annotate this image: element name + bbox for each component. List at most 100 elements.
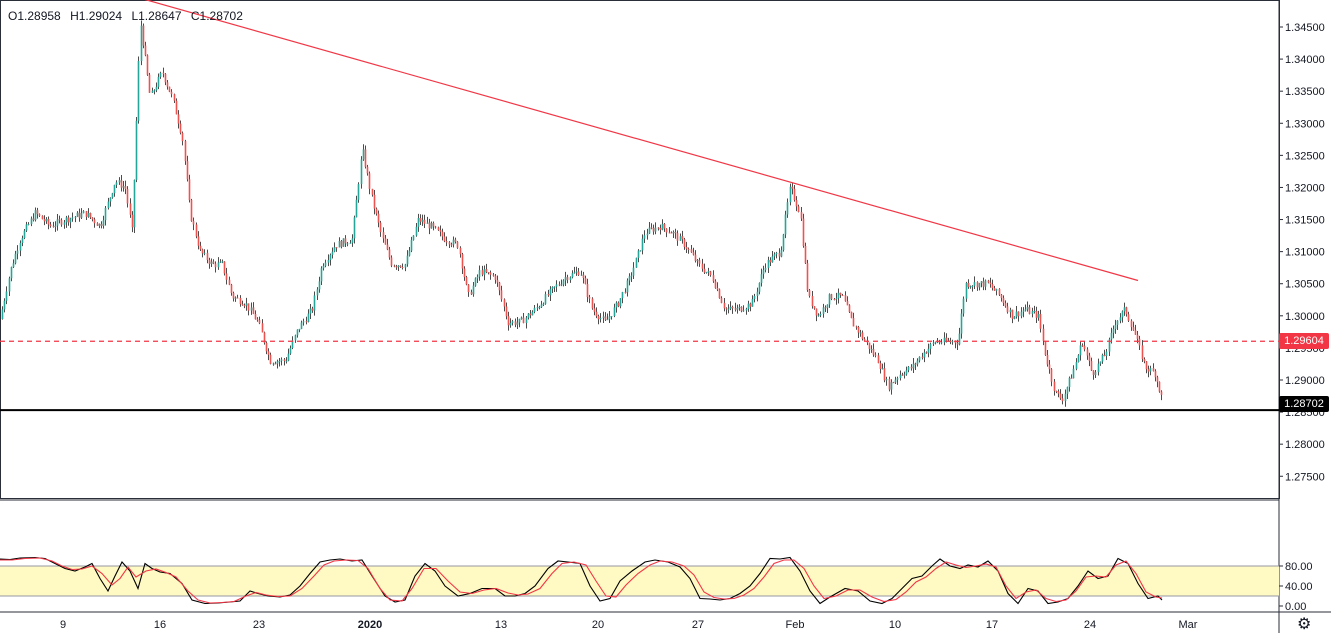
- candle-body: [100, 223, 103, 226]
- candle-body: [934, 342, 937, 344]
- candle-body: [276, 361, 279, 364]
- candle-body: [316, 289, 319, 296]
- candle-body: [837, 292, 840, 299]
- candle-body: [778, 252, 781, 257]
- candle-body: [448, 242, 451, 245]
- candle-body: [434, 226, 437, 228]
- candle-body: [945, 337, 948, 341]
- gear-icon[interactable]: ⚙: [1297, 616, 1312, 633]
- candle-body: [406, 255, 409, 265]
- candle-body: [786, 202, 789, 215]
- candle-body: [560, 284, 563, 286]
- candle-body: [804, 245, 807, 264]
- time-tick-label: 9: [60, 619, 66, 631]
- candle-body: [654, 227, 657, 232]
- candle-body: [676, 233, 679, 241]
- candle-body: [1046, 354, 1049, 365]
- candle-body: [602, 316, 605, 318]
- candle-body: [140, 25, 143, 62]
- candle-body: [124, 186, 127, 190]
- candle-body: [309, 308, 312, 314]
- candle-body: [1061, 398, 1064, 402]
- candle-body: [575, 271, 578, 273]
- candle-body: [742, 310, 745, 312]
- candle-body: [558, 284, 561, 286]
- candle-body: [157, 76, 160, 87]
- candle-body: [775, 252, 778, 255]
- candle-body: [71, 217, 74, 219]
- candle-body: [1154, 371, 1157, 378]
- stoch-tick-label: 80.00: [1285, 561, 1313, 573]
- candle-body: [709, 271, 712, 276]
- candle-body: [423, 219, 426, 224]
- candle-body: [126, 189, 129, 204]
- candle-body: [745, 308, 748, 311]
- candle-body: [569, 277, 572, 281]
- candle-body: [674, 231, 677, 234]
- candle-body: [584, 278, 587, 285]
- candle-body: [1081, 345, 1084, 347]
- candle-body: [881, 368, 884, 370]
- candle-body: [412, 235, 415, 240]
- ohlc-high: H1.29024: [70, 9, 123, 23]
- candle-body: [582, 274, 585, 279]
- price-tick-label: 1.32500: [1285, 150, 1325, 162]
- candle-body: [38, 214, 41, 216]
- candle-body: [102, 220, 105, 226]
- candle-body: [291, 340, 294, 348]
- candle-body: [1112, 328, 1115, 333]
- candle-body: [690, 249, 693, 253]
- candle-body: [19, 242, 22, 251]
- candle-body: [313, 295, 316, 311]
- candle-body: [8, 278, 11, 292]
- candle-body: [1066, 387, 1069, 394]
- candle-body: [155, 86, 158, 91]
- candle-body: [800, 212, 803, 219]
- candle-body: [511, 321, 514, 323]
- candle-body: [307, 313, 310, 322]
- candle-body: [1064, 393, 1067, 402]
- candle-body: [877, 355, 880, 364]
- candle-body: [25, 224, 28, 231]
- candle-body: [87, 212, 90, 217]
- candle-body: [408, 250, 411, 256]
- candle-body: [426, 222, 429, 224]
- time-tick-label: Mar: [1179, 619, 1198, 631]
- candle-body: [769, 259, 772, 263]
- candle-body: [764, 267, 767, 270]
- candle-body: [148, 74, 151, 93]
- candle-body: [795, 200, 798, 207]
- candle-body: [461, 254, 464, 269]
- candle-body: [998, 288, 1001, 295]
- candle-body: [954, 341, 957, 344]
- stoch-band: [0, 566, 1279, 596]
- price-tag-last: 1.28702: [1279, 396, 1329, 413]
- candle-body: [239, 297, 242, 305]
- candle-body: [500, 290, 503, 300]
- candle-body: [507, 316, 510, 326]
- candle-body: [487, 272, 490, 274]
- candle-body: [927, 348, 930, 354]
- candle-body: [441, 231, 444, 237]
- candle-body: [494, 275, 497, 280]
- time-tick-label: 20: [592, 619, 604, 631]
- candle-body: [452, 239, 455, 245]
- candle-body: [52, 226, 55, 228]
- candle-body: [82, 211, 85, 214]
- candle-body: [698, 260, 701, 264]
- time-tick-label: 27: [692, 619, 704, 631]
- candle-body: [107, 201, 110, 208]
- price-tick-label: 1.34500: [1285, 22, 1325, 34]
- candle-body: [1105, 351, 1108, 357]
- candle-body: [989, 282, 992, 285]
- candle-body: [212, 261, 215, 264]
- candle-body: [254, 313, 257, 320]
- candle-body: [485, 269, 488, 273]
- candle-body: [335, 247, 338, 249]
- candle-body: [940, 342, 943, 344]
- candle-body: [536, 307, 539, 309]
- candle-body: [716, 287, 719, 290]
- candle-body: [463, 268, 466, 278]
- candle-body: [302, 321, 305, 323]
